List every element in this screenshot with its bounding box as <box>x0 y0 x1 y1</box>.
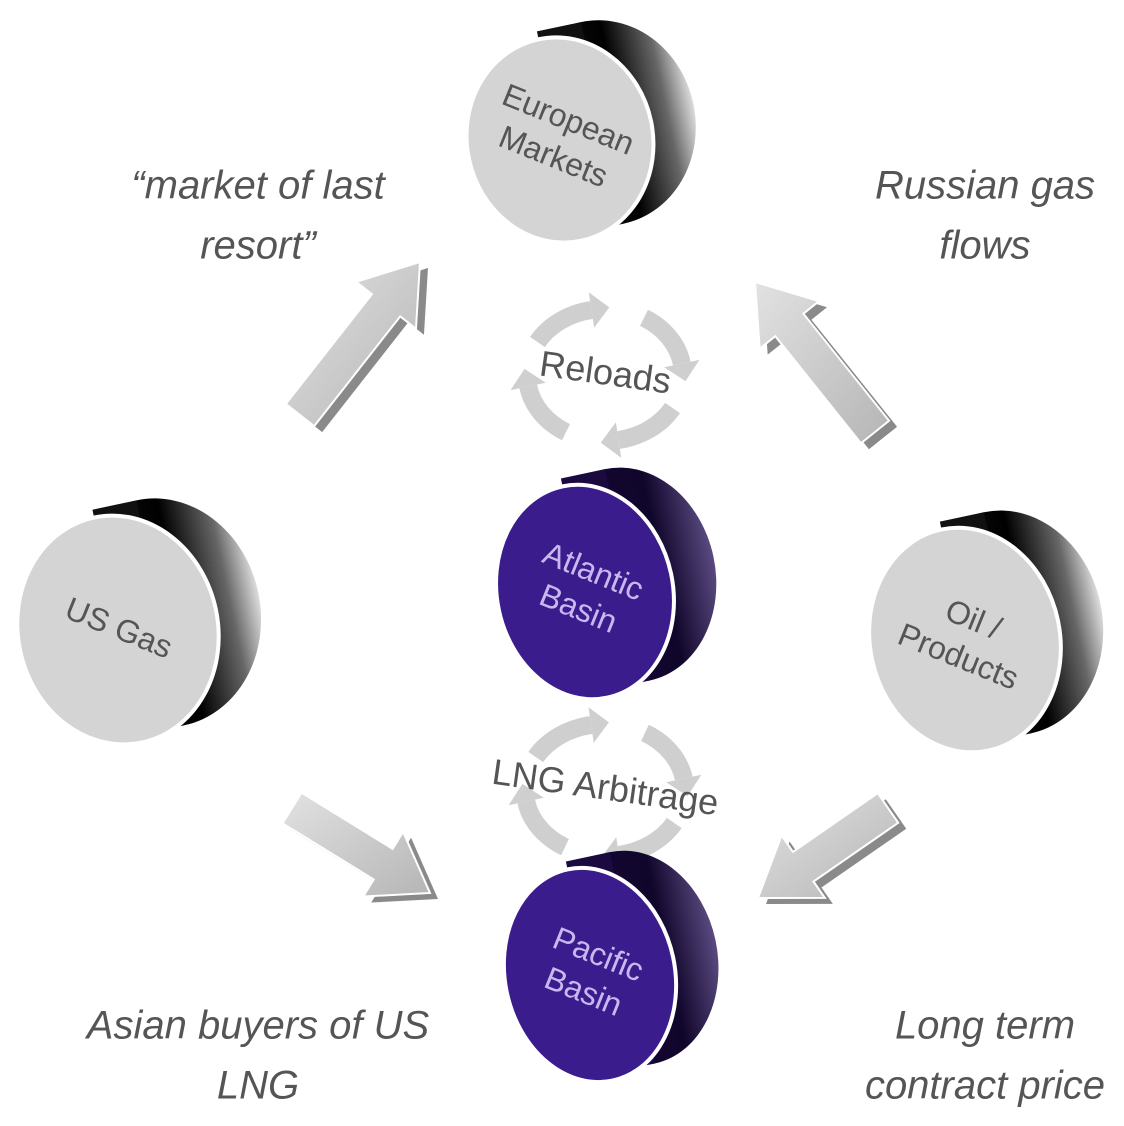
cycle-arc <box>519 384 571 441</box>
node <box>15 498 262 747</box>
cycle-arrowhead <box>666 774 702 797</box>
cycle-arrowhead <box>664 359 700 382</box>
cycle-arrowhead <box>508 783 544 806</box>
arrow <box>281 791 432 898</box>
annotation: contract price <box>865 1064 1105 1108</box>
arrow <box>756 791 900 900</box>
cycle-arc <box>616 402 680 449</box>
node <box>464 20 696 245</box>
cycle-arrowhead <box>588 707 609 743</box>
cycle-arrowhead <box>600 422 622 458</box>
node <box>867 510 1104 755</box>
annotation: LNG <box>217 1064 299 1108</box>
node-face <box>867 525 1063 755</box>
cycle-arc <box>530 301 594 348</box>
node-face <box>15 513 221 747</box>
node-face <box>501 865 679 1085</box>
cycle-arc <box>640 724 693 781</box>
annotation: Russian gas <box>875 164 1095 208</box>
cycle-arc <box>517 799 570 856</box>
annotation: flows <box>939 224 1030 268</box>
node-face <box>464 35 656 245</box>
cycle-arc <box>617 817 682 864</box>
cycle-arc <box>639 309 691 366</box>
annotation: resort” <box>200 224 317 268</box>
annotation: Long term <box>895 1004 1075 1048</box>
node-face <box>494 482 676 702</box>
node <box>494 467 717 702</box>
annotation: “market of last <box>131 164 386 208</box>
annotation: Asian buyers of US <box>85 1004 430 1048</box>
cycle-arrowhead <box>510 368 546 391</box>
arrow <box>284 260 422 428</box>
cycle-arrowhead <box>588 292 610 328</box>
node <box>501 850 719 1085</box>
arrow <box>753 280 891 445</box>
cycle-label: Reloads <box>537 343 674 402</box>
cycle-arc <box>528 716 593 763</box>
